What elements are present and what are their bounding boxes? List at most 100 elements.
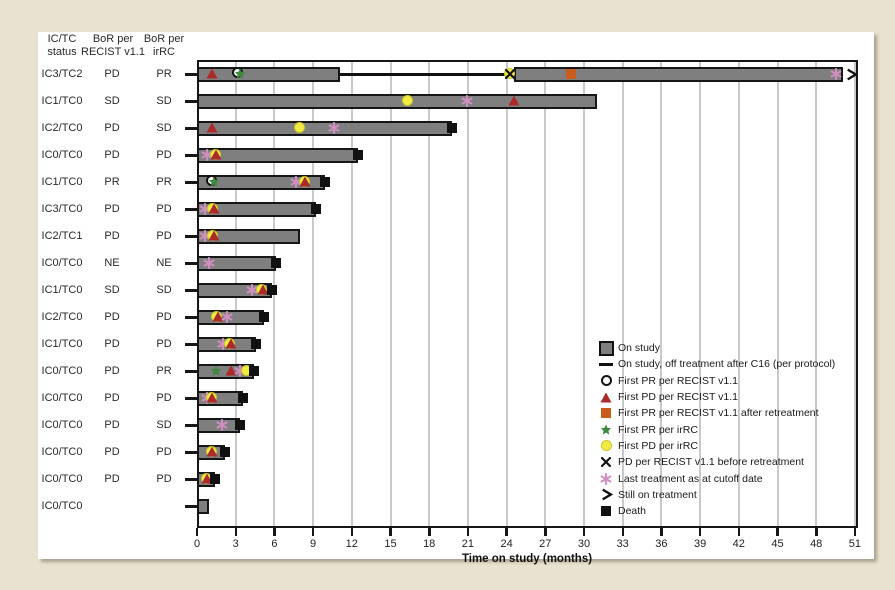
gridline xyxy=(776,60,779,528)
gridline xyxy=(389,60,392,528)
x-tick-label: 36 xyxy=(655,538,668,550)
row-label-bor-recist: PD xyxy=(104,365,120,377)
legend-arrow-icon xyxy=(598,488,614,501)
legend-pd-irrc-icon xyxy=(598,440,614,452)
legend-item: First PR per irRC xyxy=(598,421,835,437)
legend-pd-recist-icon xyxy=(598,392,614,403)
legend-item: On study xyxy=(598,340,835,356)
legend-pr-recist-icon xyxy=(598,375,614,387)
row-label-bor-recist: PD xyxy=(104,419,120,431)
legend-pr-irrc-icon xyxy=(598,424,614,436)
column-header-ictc-status: IC/TC status xyxy=(47,33,77,58)
x-tick-label: 42 xyxy=(732,538,745,550)
marker-death-icon xyxy=(248,366,259,376)
marker-arrow-icon xyxy=(845,68,858,81)
x-tick xyxy=(389,528,392,536)
legend-label: On study xyxy=(618,342,661,355)
gridline xyxy=(312,60,315,528)
row-label-bor-irrc: PR xyxy=(156,176,172,188)
marker-pd-recist-icon xyxy=(206,446,218,458)
row-label-ictc: IC0/TC0 xyxy=(41,473,83,485)
y-axis-tick xyxy=(185,261,197,265)
y-axis-tick xyxy=(185,477,197,481)
row-label-bor-irrc: PD xyxy=(156,446,172,458)
row-label-bor-recist: PD xyxy=(104,230,120,242)
gridline xyxy=(699,60,702,528)
row-label-bor-recist: SD xyxy=(104,284,120,296)
legend-label: First PR per irRC xyxy=(618,423,698,436)
x-tick-label: 15 xyxy=(384,538,397,550)
legend-label: First PD per RECIST v1.1 xyxy=(618,391,739,404)
bar-segment xyxy=(197,93,597,109)
marker-pd-irrc-icon xyxy=(402,94,415,108)
column-header-bor-irrc: BoR per irRC xyxy=(143,33,185,58)
column-header-bor-recist: BoR per RECIST v1.1 xyxy=(81,33,145,58)
legend-label: Death xyxy=(618,505,647,518)
legend-item: First PD per RECIST v1.1 xyxy=(598,389,835,405)
marker-pr-retreat-icon xyxy=(566,69,577,79)
marker-death-icon xyxy=(447,123,458,133)
row-label-bor-irrc: PD xyxy=(156,149,172,161)
legend-item: First PR per RECIST v1.1 xyxy=(598,373,835,389)
marker-x-retreat-icon xyxy=(504,68,516,80)
legend-on-study-icon xyxy=(598,340,614,356)
marker-pd-recist-icon xyxy=(208,203,220,215)
row-label-ictc: IC3/TC2 xyxy=(41,68,83,80)
gridline xyxy=(428,60,431,528)
row-label-bor-irrc: PD xyxy=(156,473,172,485)
marker-death-icon xyxy=(259,312,270,322)
x-tick-label: 9 xyxy=(310,538,317,550)
marker-pd-recist-icon xyxy=(208,230,220,242)
x-tick-label: 30 xyxy=(577,538,591,550)
marker-pd-recist-icon xyxy=(212,311,224,323)
y-axis-tick xyxy=(185,207,197,211)
marker-pr-irrc-icon xyxy=(234,68,246,80)
row-label-bor-irrc: SD xyxy=(156,284,172,296)
legend-label: First PR per RECIST v1.1 xyxy=(618,374,739,387)
marker-cutoff-icon xyxy=(328,121,340,135)
figure-panel xyxy=(38,32,874,559)
marker-pd-recist-icon xyxy=(299,176,311,188)
row-label-ictc: IC3/TC0 xyxy=(41,203,83,215)
bar-segment xyxy=(197,66,341,82)
y-axis-tick xyxy=(185,396,197,400)
row-label-ictc: IC0/TC0 xyxy=(41,500,83,512)
legend-x-retreat-icon xyxy=(598,456,614,468)
legend-cutoff-icon xyxy=(598,472,614,485)
row-label-ictc: IC1/TC0 xyxy=(41,176,83,188)
row-label-bor-recist: PD xyxy=(104,122,120,134)
y-axis-tick xyxy=(185,99,197,103)
x-tick xyxy=(582,528,586,536)
x-tick-label: 0 xyxy=(193,538,201,550)
x-tick xyxy=(466,528,470,536)
marker-pd-recist-icon xyxy=(210,149,222,161)
marker-death-icon xyxy=(319,177,330,187)
legend-item: Death xyxy=(598,503,835,519)
x-tick xyxy=(273,528,276,536)
x-tick-label: 51 xyxy=(848,538,862,550)
row-label-bor-irrc: SD xyxy=(156,419,172,431)
x-tick-label: 18 xyxy=(423,538,436,550)
y-axis-tick xyxy=(185,342,197,346)
x-tick xyxy=(428,528,431,536)
legend-off-line-icon xyxy=(598,362,614,366)
legend-label: Still on treatment xyxy=(618,488,697,501)
row-label-bor-recist: PD xyxy=(104,203,120,215)
legend: On study On study, off treatment after C1… xyxy=(598,340,835,519)
y-axis-tick xyxy=(185,234,197,238)
legend-label: Last treatment as at cutoff date xyxy=(618,472,763,485)
bar-segment xyxy=(514,66,844,82)
marker-death-icon xyxy=(270,258,281,268)
y-axis-tick xyxy=(185,153,197,157)
y-axis-tick xyxy=(185,450,197,454)
bar-segment xyxy=(197,120,453,136)
x-tick xyxy=(505,528,508,536)
row-label-bor-recist: PD xyxy=(104,446,120,458)
legend-item: PD per RECIST v1.1 before retreatment xyxy=(598,454,835,470)
row-label-bor-irrc: PD xyxy=(156,230,172,242)
x-tick-label: 27 xyxy=(539,538,552,550)
row-label-ictc: IC1/TC0 xyxy=(41,95,83,107)
row-label-bor-irrc: SD xyxy=(156,95,172,107)
legend-item: Still on treatment xyxy=(598,487,835,503)
